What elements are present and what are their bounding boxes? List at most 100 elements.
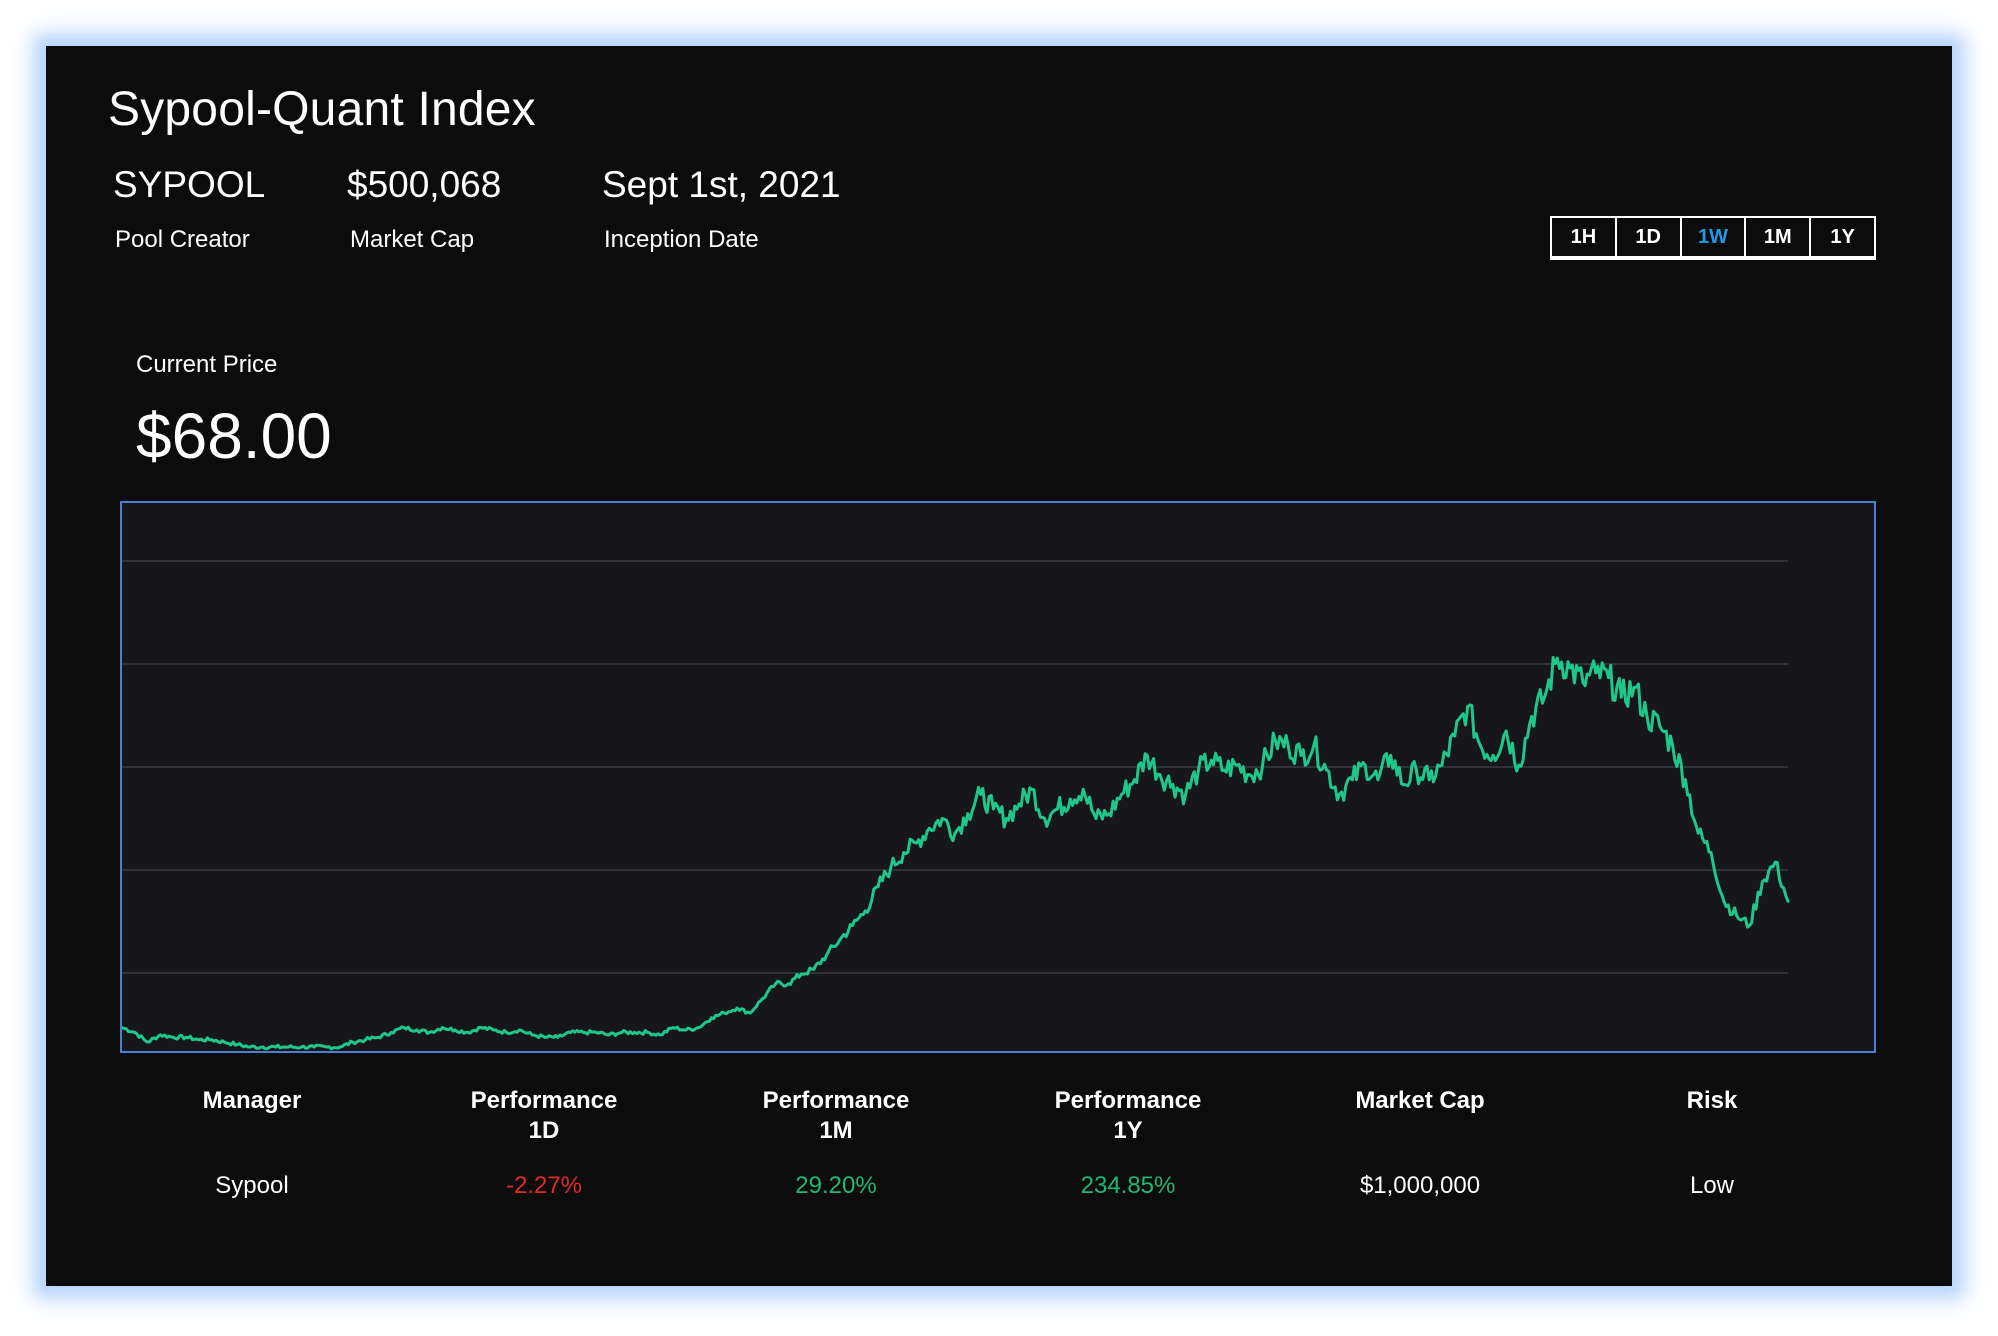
- price-point: [556, 1035, 560, 1039]
- price-point: [1222, 768, 1226, 772]
- price-point: [1671, 744, 1675, 748]
- price-point: [1504, 729, 1508, 733]
- price-point: [1619, 695, 1623, 699]
- price-point: [786, 982, 790, 986]
- price-point: [940, 817, 944, 821]
- price-point: [1235, 763, 1239, 767]
- stats-value: -2.27%: [505, 1172, 583, 1199]
- price-point: [364, 1038, 367, 1042]
- price-point: [338, 1045, 342, 1049]
- stats-column-performance-1m: Performance 1M 29.20%: [706, 1086, 966, 1199]
- pool-creator-value: SYPOOL: [113, 164, 266, 205]
- price-point: [761, 996, 765, 1000]
- price-point: [645, 1030, 649, 1034]
- price-point: [953, 831, 957, 835]
- price-point: [287, 1045, 291, 1049]
- price-point: [1068, 797, 1072, 801]
- index-card: Sypool-Quant Index SYPOOL Pool Creator $…: [46, 46, 1952, 1286]
- price-point: [1414, 768, 1418, 772]
- stats-column-risk: Risk Low: [1582, 1086, 1842, 1199]
- price-point: [261, 1045, 265, 1049]
- price-point: [223, 1040, 226, 1044]
- price-point: [248, 1045, 252, 1049]
- stats-header: Risk: [1686, 1087, 1738, 1114]
- price-point: [1684, 778, 1687, 782]
- stats-header: Performance 1M: [762, 1087, 910, 1144]
- price-point: [633, 1030, 637, 1034]
- price-point: [1748, 924, 1752, 927]
- price-point: [1427, 778, 1431, 782]
- timeframe-1d-button[interactable]: 1D: [1617, 218, 1682, 256]
- price-point: [402, 1026, 406, 1030]
- inception-date-value: Sept 1st, 2021: [602, 164, 841, 205]
- price-point: [607, 1033, 611, 1037]
- price-point: [1709, 851, 1713, 855]
- price-point: [915, 841, 919, 845]
- price-point: [517, 1028, 521, 1032]
- price-point: [1594, 671, 1598, 675]
- timeframe-1h-button[interactable]: 1H: [1552, 218, 1617, 256]
- price-point: [1632, 685, 1636, 689]
- price-point: [389, 1030, 393, 1034]
- price-point: [1043, 817, 1047, 821]
- price-point: [697, 1026, 701, 1030]
- price-point: [1735, 914, 1739, 918]
- price-point: [1760, 880, 1764, 884]
- price-point: [171, 1035, 175, 1039]
- stats-header: Performance 1D: [470, 1087, 618, 1144]
- price-point: [774, 982, 778, 986]
- price-point: [1286, 744, 1290, 748]
- price-point: [146, 1040, 150, 1044]
- price-point: [453, 1028, 457, 1032]
- price-point: [1466, 705, 1470, 709]
- price-point: [1248, 773, 1252, 777]
- price-point: [735, 1006, 739, 1010]
- stats-value: Low: [1689, 1172, 1735, 1199]
- price-point: [428, 1030, 432, 1034]
- price-point: [1171, 783, 1175, 787]
- price-point: [1004, 817, 1008, 821]
- price-point: [351, 1040, 355, 1044]
- price-point: [1209, 758, 1213, 762]
- price-point: [1389, 753, 1393, 757]
- price-point: [1081, 787, 1085, 791]
- price-point: [838, 938, 842, 942]
- price-point: [1491, 753, 1495, 757]
- price-point: [1453, 734, 1457, 738]
- price-point: [1363, 763, 1367, 767]
- price-point: [325, 1045, 329, 1049]
- price-point: [1017, 802, 1021, 806]
- price-point: [1440, 763, 1444, 767]
- timeframe-1y-button[interactable]: 1Y: [1830, 225, 1855, 248]
- stats-value: $1,000,000: [1359, 1172, 1481, 1199]
- price-point: [1107, 812, 1111, 816]
- price-point: [1056, 807, 1059, 811]
- price-point: [184, 1035, 188, 1039]
- price-point: [979, 792, 983, 796]
- price-point: [312, 1045, 316, 1049]
- price-point: [1376, 778, 1380, 782]
- stats-header: Manager: [202, 1087, 302, 1114]
- price-point: [581, 1030, 585, 1034]
- stats-header: Performance 1Y: [1054, 1087, 1202, 1144]
- index-title: Sypool-Quant Index: [108, 83, 536, 136]
- timeframe-1w-button[interactable]: 1W: [1682, 218, 1747, 256]
- market-cap-label: Market Cap: [350, 226, 475, 253]
- stats-header: Market Cap: [1355, 1087, 1485, 1114]
- price-point: [825, 953, 829, 957]
- price-point: [620, 1030, 624, 1034]
- price-point: [889, 865, 893, 869]
- price-point: [1094, 817, 1098, 821]
- price-point: [1607, 676, 1611, 680]
- price-point: [1696, 831, 1700, 835]
- price-point: [543, 1035, 547, 1039]
- current-price-value: $68.00: [136, 400, 332, 472]
- price-point: [1158, 773, 1162, 777]
- timeframe-1m-button[interactable]: 1M: [1746, 218, 1812, 256]
- price-point: [1184, 792, 1188, 796]
- price-chart-svg: [122, 560, 1790, 1051]
- price-point: [902, 851, 906, 855]
- price-point: [748, 1011, 752, 1015]
- price-point: [1120, 792, 1124, 796]
- price-point: [569, 1030, 572, 1034]
